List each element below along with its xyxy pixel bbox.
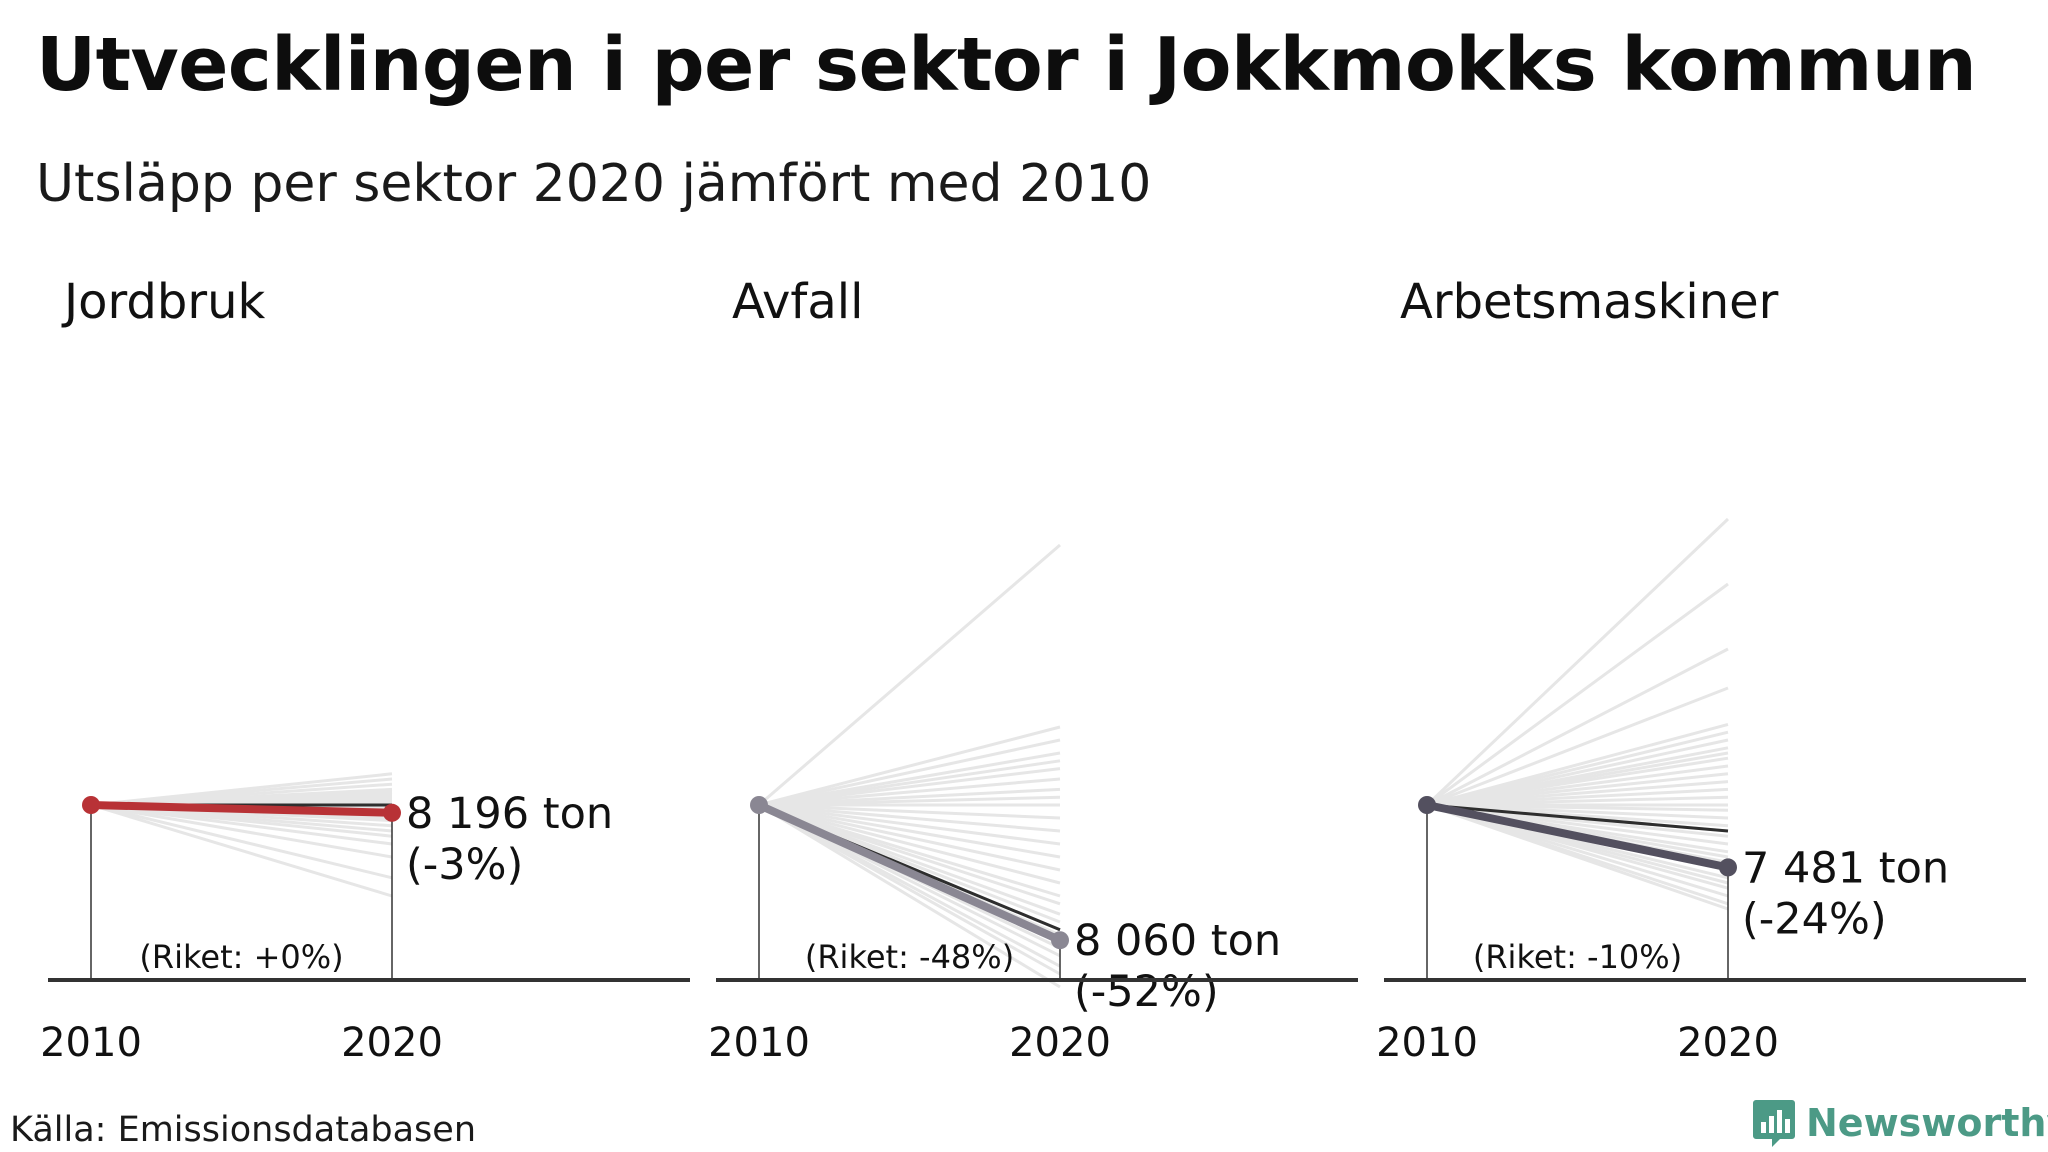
highlight-point-2020 xyxy=(1051,931,1069,950)
brand: Newsworthy xyxy=(1752,1098,2048,1148)
other-municipality-line xyxy=(758,803,1061,989)
national-label: (Riket: -48%) xyxy=(805,938,1014,976)
tick-label-2010: 2010 xyxy=(708,1020,810,1066)
highlight-point-2010 xyxy=(750,796,768,814)
highlight-point-2010 xyxy=(1418,796,1436,814)
highlight-line xyxy=(755,801,1064,945)
panel-2: Avfall 8 060 ton(-52%) (Riket: -48%) 2010 20… xyxy=(708,274,1358,1066)
chart-subtitle: Utsläpp per sektor 2020 jämfört med 2010 xyxy=(36,154,1152,214)
brand-name: Newsworthy xyxy=(1806,1101,2048,1145)
other-municipality-line xyxy=(758,725,1061,807)
other-municipality-line xyxy=(758,803,1061,833)
highlight-point-2010 xyxy=(82,796,100,814)
other-municipality-line xyxy=(758,738,1061,807)
other-municipality-line xyxy=(90,803,393,880)
other-municipality-line xyxy=(1426,582,1729,807)
highlight-point-2020 xyxy=(1719,858,1737,877)
panel-title: Jordbruk xyxy=(61,274,266,330)
panel-3: Arbetsmaskiner 7 481 ton(-24%) (Riket: -10… xyxy=(1376,274,2026,1066)
chart-title: Utvecklingen i per sektor i Jokkmokks ko… xyxy=(36,22,1977,108)
national-label: (Riket: +0%) xyxy=(139,938,343,976)
other-municipality-line xyxy=(758,803,1061,846)
other-municipality-line xyxy=(758,803,1061,885)
other-municipality-line xyxy=(90,803,393,859)
other-municipality-line xyxy=(758,803,1061,872)
change-label: (-24%) xyxy=(1742,894,1887,944)
value-label: 8 196 ton xyxy=(406,789,613,839)
other-municipality-line xyxy=(1426,686,1729,807)
other-municipality-line xyxy=(1426,647,1729,807)
value-label: 8 060 ton xyxy=(1074,916,1281,966)
highlight-line xyxy=(87,801,396,817)
highlight-line xyxy=(1423,801,1732,872)
tick-label-2020: 2020 xyxy=(1009,1020,1111,1066)
other-municipality-line xyxy=(1426,722,1729,807)
other-municipality-line xyxy=(758,803,1061,898)
other-municipality-line xyxy=(758,803,1061,820)
highlight-point-2020 xyxy=(383,803,401,822)
newsworthy-logo-icon xyxy=(1753,1100,1795,1147)
other-municipality-line xyxy=(758,803,1061,859)
other-municipality-line xyxy=(90,803,393,898)
panel-1: Jordbruk 8 196 ton(-3%) (Riket: +0%) 2010 20… xyxy=(40,274,690,1066)
value-label: 7 481 ton xyxy=(1742,843,1949,893)
national-line xyxy=(1426,803,1729,833)
panel-title: Arbetsmaskiner xyxy=(1400,274,1779,330)
panel-title: Avfall xyxy=(732,274,863,330)
change-label: (-52%) xyxy=(1074,967,1219,1017)
national-label: (Riket: -10%) xyxy=(1473,938,1682,976)
change-label: (-3%) xyxy=(406,840,523,890)
other-municipality-line xyxy=(1425,517,1730,807)
other-municipality-line xyxy=(758,787,1061,807)
tick-label-2010: 2010 xyxy=(40,1020,142,1066)
tick-label-2020: 2020 xyxy=(341,1020,443,1066)
other-municipality-line xyxy=(90,772,393,807)
source-note: Källa: Emissionsdatabasen xyxy=(10,1110,477,1150)
other-municipality-line xyxy=(758,543,1061,807)
other-municipality-line xyxy=(758,751,1061,807)
tick-label-2020: 2020 xyxy=(1677,1020,1779,1066)
other-municipality-line xyxy=(758,777,1061,807)
tick-label-2010: 2010 xyxy=(1376,1020,1478,1066)
